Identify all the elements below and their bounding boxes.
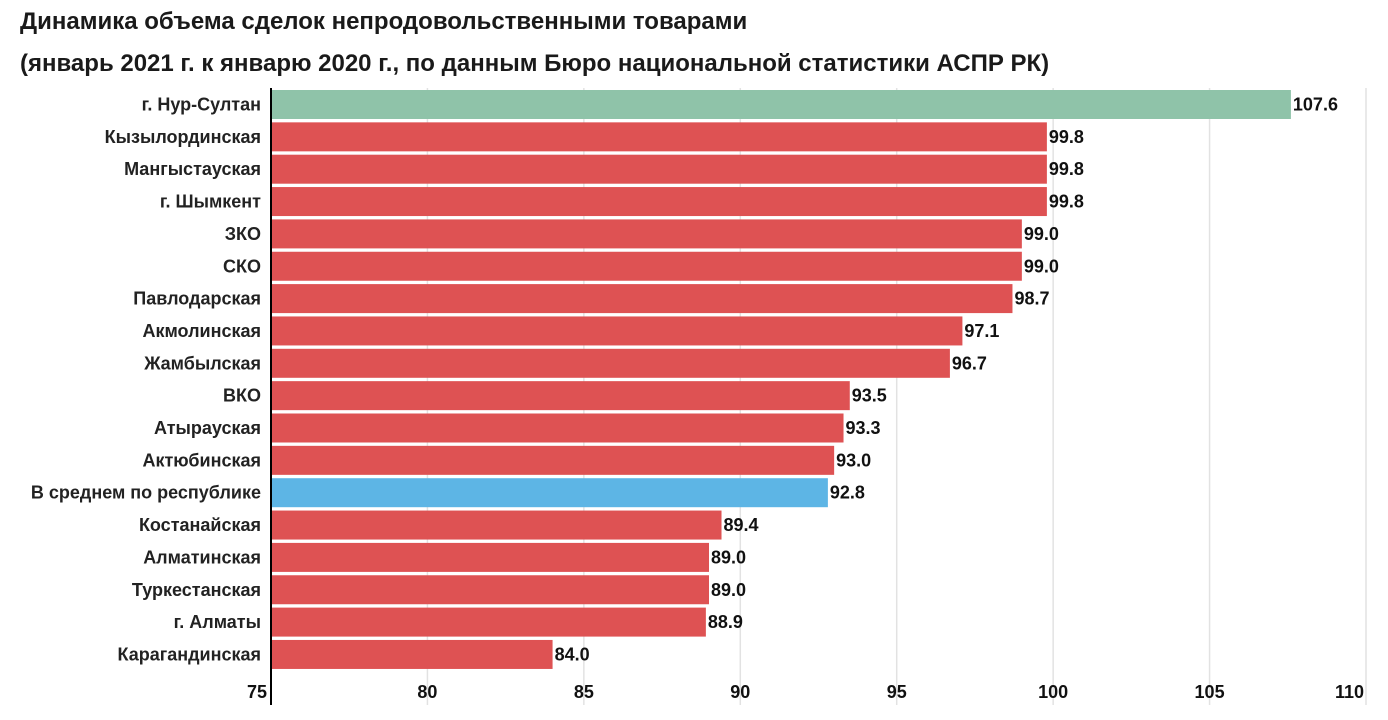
category-label: Атырауская — [154, 418, 261, 438]
x-tick-label: 85 — [574, 682, 594, 702]
bar — [271, 639, 553, 669]
data-label: 92.8 — [830, 483, 865, 503]
data-label: 99.8 — [1049, 127, 1084, 147]
data-label: 89.0 — [711, 547, 746, 567]
category-label: Акмолинская — [142, 321, 261, 341]
bar — [271, 316, 963, 346]
bar — [271, 607, 706, 637]
data-label: 97.1 — [964, 321, 999, 341]
category-label: Карагандинская — [118, 644, 262, 664]
data-label: 96.7 — [952, 353, 987, 373]
category-label: Жамбылская — [143, 353, 261, 373]
bar — [271, 219, 1022, 249]
data-label: 93.0 — [836, 450, 871, 470]
data-label: 98.7 — [1014, 289, 1049, 309]
bar — [271, 284, 1013, 314]
x-tick-label: 100 — [1038, 682, 1068, 702]
category-label: Туркестанская — [132, 580, 261, 600]
bar — [271, 413, 844, 443]
bar — [271, 381, 850, 411]
data-label: 99.0 — [1024, 224, 1059, 244]
category-label: Мангыстауская — [124, 159, 261, 179]
bar — [271, 445, 835, 475]
x-tick-label: 105 — [1195, 682, 1225, 702]
data-label: 99.8 — [1049, 159, 1084, 179]
bar — [271, 542, 709, 572]
x-tick-label: 90 — [730, 682, 750, 702]
x-tick-label: 95 — [887, 682, 907, 702]
bar — [271, 187, 1047, 217]
data-label: 93.5 — [852, 386, 887, 406]
category-label: ЗКО — [225, 224, 261, 244]
category-label: г. Нур-Султан — [142, 95, 261, 115]
category-label: г. Алматы — [174, 612, 261, 632]
data-label: 84.0 — [555, 644, 590, 664]
bar — [271, 154, 1047, 184]
bar — [271, 251, 1022, 281]
chart-title: Динамика объема сделок непродовольственн… — [20, 8, 748, 35]
data-label: 99.0 — [1024, 256, 1059, 276]
category-label: г. Шымкент — [160, 192, 261, 212]
category-label: Алматинская — [143, 547, 261, 567]
data-label: 93.3 — [846, 418, 881, 438]
data-label: 89.4 — [724, 515, 759, 535]
data-label: 107.6 — [1293, 95, 1338, 115]
bar — [271, 122, 1047, 152]
x-tick-label: 75 — [247, 682, 267, 702]
category-label: Кызылординская — [105, 127, 261, 147]
category-label: ВКО — [223, 386, 261, 406]
category-label: Костанайская — [139, 515, 261, 535]
bar — [271, 90, 1291, 119]
bar — [271, 478, 828, 508]
data-label: 88.9 — [708, 612, 743, 632]
data-label: 99.8 — [1049, 192, 1084, 212]
category-label: Актюбинская — [142, 450, 261, 470]
category-label: В среднем по республике — [31, 483, 261, 503]
category-label: СКО — [223, 256, 261, 276]
x-tick-label: 80 — [417, 682, 437, 702]
data-label: 89.0 — [711, 580, 746, 600]
bar — [271, 575, 709, 605]
chart-subtitle: (январь 2021 г. к январю 2020 г., по дан… — [20, 50, 1050, 77]
bar — [271, 348, 950, 378]
bar — [271, 510, 722, 540]
x-tick-label: 110 — [1335, 682, 1364, 702]
category-label: Павлодарская — [133, 289, 261, 309]
